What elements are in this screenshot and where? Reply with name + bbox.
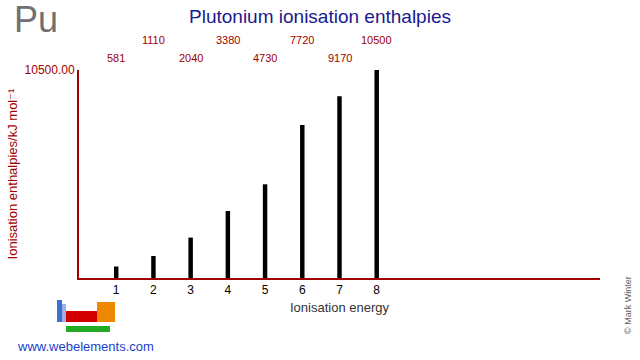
svg-text:6: 6: [299, 283, 306, 297]
svg-text:1: 1: [113, 283, 120, 297]
svg-text:10500.00: 10500.00: [25, 63, 75, 77]
svg-text:Plutonium ionisation enthalpie: Plutonium ionisation enthalpies: [189, 6, 451, 27]
svg-text:www.webelements.com: www.webelements.com: [17, 339, 154, 354]
svg-text:7720: 7720: [290, 34, 314, 46]
svg-text:3380: 3380: [216, 34, 240, 46]
svg-text:5: 5: [262, 283, 269, 297]
svg-text:2: 2: [150, 283, 157, 297]
svg-text:581: 581: [107, 52, 125, 64]
svg-text:1110: 1110: [142, 34, 165, 46]
svg-text:3: 3: [187, 283, 194, 297]
svg-text:8: 8: [373, 283, 380, 297]
svg-text:Ionisation enthalpies/kJ mol⁻¹: Ionisation enthalpies/kJ mol⁻¹: [5, 88, 20, 260]
svg-text:10500: 10500: [361, 34, 392, 46]
svg-text:© Mark Winter: © Mark Winter: [623, 276, 633, 334]
svg-text:2040: 2040: [179, 52, 203, 64]
svg-text:4: 4: [225, 283, 232, 297]
svg-text:9170: 9170: [328, 52, 352, 64]
svg-text:Pu: Pu: [14, 0, 58, 40]
svg-text:7: 7: [336, 283, 343, 297]
svg-text:4730: 4730: [253, 52, 277, 64]
svg-text:Ionisation energy: Ionisation energy: [290, 300, 390, 315]
